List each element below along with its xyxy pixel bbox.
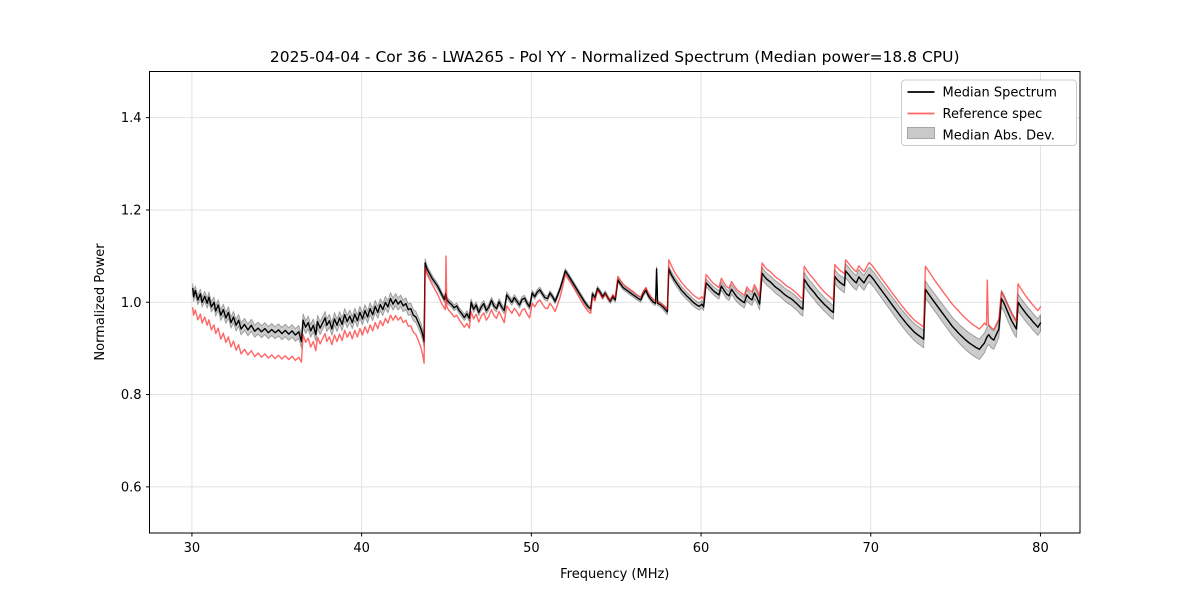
y-tick-label: 1.4 — [121, 111, 142, 126]
mad-band — [192, 258, 1041, 360]
legend-label-reference-spec: Reference spec — [943, 107, 1043, 122]
x-axis-label: Frequency (MHz) — [560, 567, 669, 582]
x-tick-label: 50 — [523, 541, 540, 556]
y-tick-label: 1.0 — [121, 296, 142, 311]
y-tick-label: 0.6 — [121, 480, 142, 495]
x-tick-label: 60 — [693, 541, 710, 556]
x-tick-label: 80 — [1032, 541, 1049, 556]
y-tick-label: 1.2 — [121, 203, 142, 218]
legend-label-mad: Median Abs. Dev. — [943, 129, 1055, 144]
y-axis-label: Normalized Power — [93, 243, 108, 361]
spectrum-lines — [192, 255, 1042, 364]
y-tick-label: 0.8 — [121, 388, 142, 403]
mad-band-area — [192, 258, 1041, 360]
x-tick-label: 40 — [353, 541, 370, 556]
legend-label-median-spectrum: Median Spectrum — [943, 86, 1057, 101]
x-tick-label: 70 — [862, 541, 879, 556]
x-tick-label: 30 — [184, 541, 201, 556]
mad-legend-patch — [907, 127, 935, 139]
legend: Median Spectrum Reference spec Median Ab… — [901, 79, 1077, 146]
legend-box — [901, 79, 1077, 146]
axis-ticks: 30 40 50 60 70 80 0.6 0.8 1.0 1.2 1.4 — [121, 111, 1049, 556]
chart-title: 2025-04-04 - Cor 36 - LWA265 - Pol YY - … — [270, 48, 960, 66]
reference-spec-line — [192, 255, 1042, 364]
